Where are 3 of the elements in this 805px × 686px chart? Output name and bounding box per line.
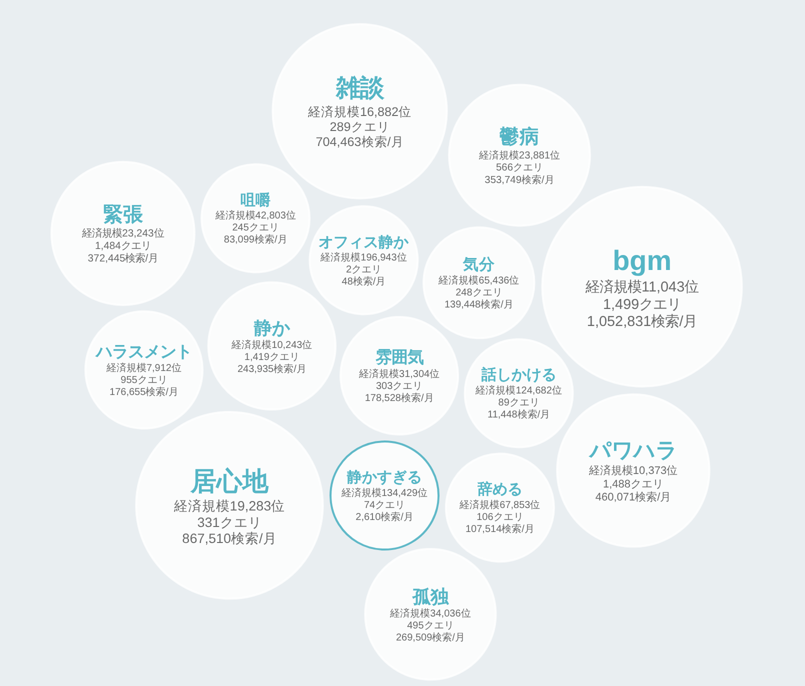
data-label: 495クエリ [407,620,454,632]
category-label: 雑談 [334,75,385,102]
data-label: 269,509検索/月 [396,632,465,644]
